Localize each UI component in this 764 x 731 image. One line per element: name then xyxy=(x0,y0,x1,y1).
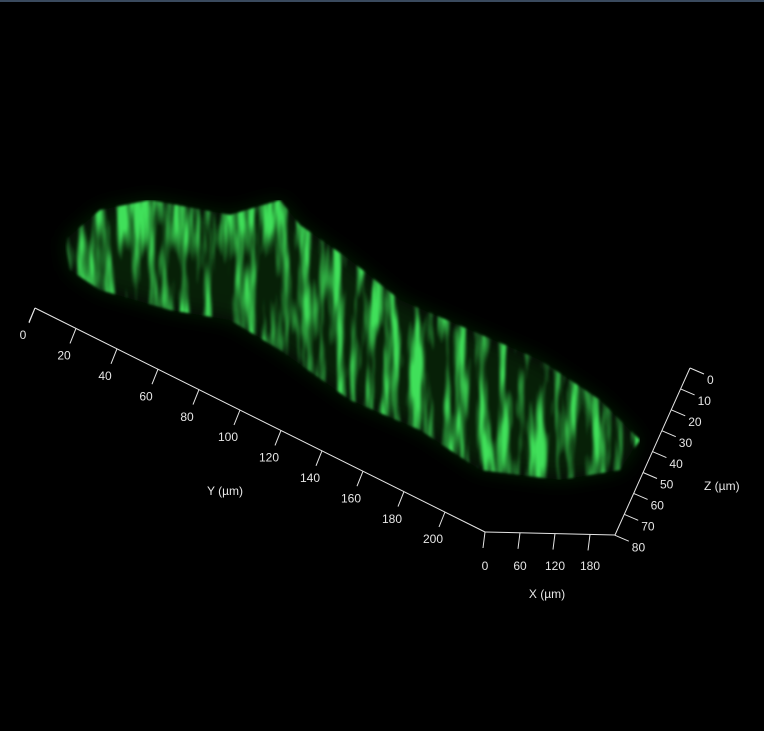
z-tick-label: 0 xyxy=(707,373,714,387)
z-tick-label: 70 xyxy=(641,519,655,533)
x-tick-label: 120 xyxy=(545,559,565,573)
viewer: 020406080100120140160180200Y (µm)0601201… xyxy=(0,0,764,731)
z-tick-label: 50 xyxy=(660,478,674,492)
x-tick-label: 180 xyxy=(580,559,600,573)
z-tick-label: 10 xyxy=(698,394,712,408)
y-tick-label: 180 xyxy=(382,512,402,526)
x-tick-label: 0 xyxy=(482,559,489,573)
z-tick-label: 20 xyxy=(688,415,702,429)
z-tick-label: 30 xyxy=(679,436,693,450)
y-axis-label: Y (µm) xyxy=(207,484,243,498)
x-axis-label: X (µm) xyxy=(529,587,565,601)
y-tick-label: 160 xyxy=(341,491,361,505)
y-tick-label: 60 xyxy=(139,389,153,403)
y-tick-label: 100 xyxy=(218,430,238,444)
top-border xyxy=(0,0,764,2)
y-tick-label: 0 xyxy=(20,328,27,342)
y-tick-label: 200 xyxy=(423,532,443,546)
z-axis-label: Z (µm) xyxy=(704,479,740,493)
z-tick-label: 60 xyxy=(651,499,665,513)
y-tick-label: 80 xyxy=(180,410,194,424)
y-tick-label: 140 xyxy=(300,471,320,485)
z-tick-label: 80 xyxy=(632,540,646,554)
y-tick-label: 20 xyxy=(57,349,71,363)
z-tick-label: 40 xyxy=(669,457,683,471)
x-tick-label: 60 xyxy=(513,559,527,573)
y-tick-label: 120 xyxy=(259,451,279,465)
y-tick-label: 40 xyxy=(98,369,112,383)
